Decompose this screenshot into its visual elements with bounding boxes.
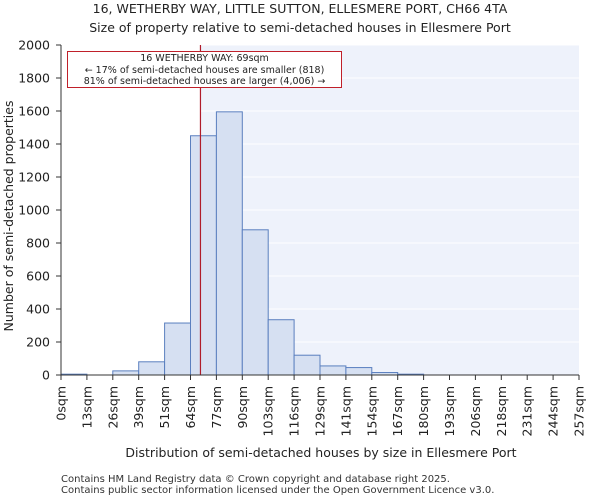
marker-annotation-box: 16 WETHERBY WAY: 69sqm ← 17% of semi-det… xyxy=(67,51,342,88)
x-tick-label: 26sqm xyxy=(105,386,120,429)
y-tick-label: 1800 xyxy=(18,71,50,86)
x-tick-label: 13sqm xyxy=(79,386,94,429)
histogram-bar xyxy=(345,367,373,376)
y-tick-label: 2000 xyxy=(18,38,50,53)
x-tick-label: 0sqm xyxy=(54,386,69,421)
x-tick-label: 141sqm xyxy=(338,386,353,436)
y-tick-label: 1400 xyxy=(18,137,50,152)
y-axis-title: Number of semi-detached properties xyxy=(1,101,16,332)
x-tick-label: 167sqm xyxy=(390,386,405,436)
y-tick-label: 600 xyxy=(26,269,50,284)
histogram-bar xyxy=(215,111,243,376)
x-tick-label: 244sqm xyxy=(546,386,561,436)
histogram-bar xyxy=(293,354,321,376)
x-tick-label: 77sqm xyxy=(209,386,224,429)
y-tick-label: 0 xyxy=(42,368,50,383)
x-tick-label: 180sqm xyxy=(416,386,431,436)
x-tick-label: 90sqm xyxy=(235,386,250,429)
histogram-bar xyxy=(319,365,347,376)
chart-subtitle: Size of property relative to semi-detach… xyxy=(89,20,511,35)
y-tick-label: 1000 xyxy=(18,203,50,218)
y-tick-label: 200 xyxy=(26,335,50,350)
x-tick-label: 64sqm xyxy=(183,386,198,429)
x-tick-label: 257sqm xyxy=(572,386,587,436)
x-tick-label: 103sqm xyxy=(261,386,276,436)
y-tick-label: 800 xyxy=(26,236,50,251)
annotation-line-2: ← 17% of semi-detached houses are smalle… xyxy=(84,64,325,76)
x-tick-label: 39sqm xyxy=(131,386,146,429)
annotation-line-1: 16 WETHERBY WAY: 69sqm xyxy=(140,53,269,64)
histogram-bar xyxy=(164,322,192,376)
histogram-bar xyxy=(112,370,140,376)
y-tick-label: 1600 xyxy=(18,104,50,119)
x-tick-label: 129sqm xyxy=(313,386,328,436)
histogram-bar xyxy=(267,319,295,376)
x-tick-label: 154sqm xyxy=(364,386,379,436)
x-tick-label: 116sqm xyxy=(287,386,302,436)
chart-title-address: 16, WETHERBY WAY, LITTLE SUTTON, ELLESME… xyxy=(92,1,508,16)
histogram-bar xyxy=(190,135,217,376)
histogram-bar xyxy=(241,229,269,376)
y-tick-label: 400 xyxy=(26,302,50,317)
footer-line-2: Contains public sector information licen… xyxy=(61,485,495,496)
x-tick-label: 218sqm xyxy=(494,386,509,436)
footer-line-1: Contains HM Land Registry data © Crown c… xyxy=(61,474,450,485)
histogram-bar xyxy=(138,361,166,376)
x-tick-label: 231sqm xyxy=(520,386,535,436)
x-tick-label: 51sqm xyxy=(157,386,172,429)
x-tick-label: 193sqm xyxy=(442,386,457,436)
annotation-line-3: 81% of semi-detached houses are larger (… xyxy=(83,76,326,87)
y-tick-label: 1200 xyxy=(18,170,50,185)
x-axis-title: Distribution of semi-detached houses by … xyxy=(125,445,516,460)
x-tick-label: 206sqm xyxy=(468,386,483,436)
